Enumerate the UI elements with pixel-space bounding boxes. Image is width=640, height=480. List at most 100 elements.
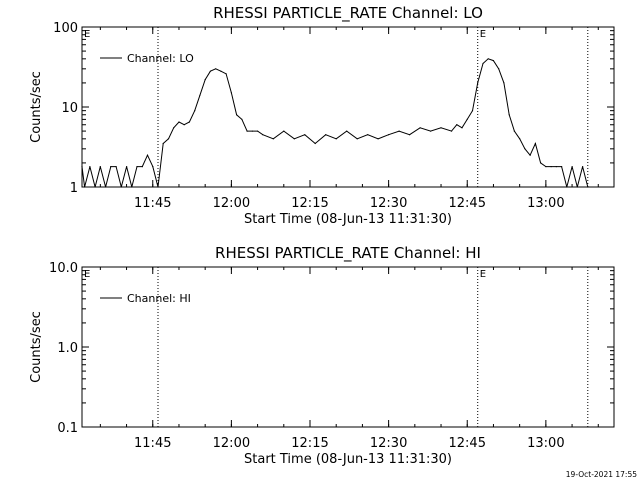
data-point	[477, 82, 479, 84]
data-point	[120, 186, 122, 188]
data-point	[545, 166, 547, 168]
data-point	[314, 142, 316, 145]
data-point	[236, 114, 238, 116]
data-point	[471, 110, 474, 112]
data-point	[241, 118, 243, 120]
data-point	[199, 94, 201, 96]
x-tick-label: 11:45	[134, 436, 171, 451]
data-point	[157, 186, 159, 188]
event-marker-label: E	[84, 29, 90, 40]
x-tick-label: 11:45	[134, 196, 171, 211]
y-tick-label: 100	[53, 21, 78, 36]
plot-frame	[81, 26, 615, 188]
data-point	[167, 138, 170, 140]
data-point	[561, 166, 563, 168]
data-point	[89, 166, 91, 168]
data-point	[576, 186, 578, 188]
legend-entry: Channel: HI	[127, 292, 191, 305]
data-point	[141, 166, 143, 168]
data-point	[183, 124, 185, 126]
data-point	[204, 79, 206, 81]
data-point	[346, 130, 348, 132]
data-point	[550, 166, 552, 168]
data-point	[262, 134, 264, 136]
data-point	[456, 124, 458, 126]
data-point	[430, 130, 432, 132]
x-tick-label: 12:30	[370, 196, 407, 211]
data-point	[246, 130, 248, 132]
data-point	[220, 70, 222, 72]
x-axis-label: Start Time (08-Jun-13 11:31:30)	[244, 452, 452, 467]
data-point	[283, 130, 285, 132]
y-tick-label: 10.0	[49, 261, 78, 276]
data-point	[257, 130, 259, 132]
series-line-1	[81, 58, 589, 188]
data-point	[566, 186, 568, 188]
data-point	[513, 130, 516, 132]
x-tick-label: 12:45	[449, 196, 486, 211]
data-point	[377, 138, 379, 140]
data-point	[94, 186, 96, 188]
data-point	[466, 118, 468, 120]
data-point	[461, 127, 463, 129]
data-point	[99, 166, 101, 168]
y-tick-label: 10	[61, 101, 78, 116]
data-point	[540, 162, 542, 164]
data-point	[419, 127, 421, 129]
data-point	[178, 121, 180, 123]
data-point	[136, 166, 138, 168]
data-point	[519, 138, 521, 140]
chart-title: RHESSI PARTICLE_RATE Channel: HI	[215, 244, 481, 263]
data-point	[230, 92, 232, 94]
data-point	[272, 138, 274, 140]
data-point	[110, 166, 112, 168]
data-point	[587, 186, 589, 188]
x-tick-label: 12:00	[213, 436, 250, 451]
event-marker-label: E	[84, 269, 90, 280]
data-point	[529, 154, 531, 156]
data-point	[335, 138, 337, 140]
chart-title: RHESSI PARTICLE_RATE Channel: LO	[213, 4, 483, 23]
x-tick-label: 12:00	[213, 196, 250, 211]
data-point	[508, 114, 510, 116]
data-point	[188, 121, 190, 123]
x-tick-label: 13:00	[527, 436, 564, 451]
data-point	[146, 154, 149, 156]
data-point	[450, 130, 453, 132]
data-point	[162, 142, 164, 145]
data-point	[152, 166, 154, 168]
data-point	[409, 134, 411, 136]
data-point	[131, 186, 133, 188]
chart-panel-lo: RHESSI PARTICLE_RATE Channel: LO 11:45 12:…	[29, 4, 615, 227]
data-point	[367, 134, 369, 136]
data-point	[325, 134, 327, 136]
x-tick-label: 12:30	[370, 436, 407, 451]
y-axis-label: Counts/sec	[29, 71, 44, 143]
data-point	[534, 142, 537, 145]
x-tick-label: 13:00	[527, 196, 564, 211]
event-marker-label: E	[480, 269, 486, 280]
data-point	[194, 110, 196, 112]
data-point	[487, 58, 489, 60]
data-point	[209, 70, 211, 72]
y-axis-label: Counts/sec	[29, 311, 44, 383]
legend-entry: Channel: LO	[127, 52, 194, 65]
data-point	[304, 134, 306, 136]
x-tick-label: 12:45	[449, 436, 486, 451]
data-point	[81, 166, 83, 168]
data-point	[84, 186, 86, 188]
data-point	[571, 166, 573, 168]
event-marker-label: E	[480, 29, 486, 40]
data-point	[388, 134, 390, 136]
data-point	[498, 68, 500, 70]
data-point	[582, 166, 584, 168]
data-point	[398, 130, 400, 132]
data-point	[524, 148, 526, 150]
chart-panel-hi: RHESSI PARTICLE_RATE Channel: HI 11:45 12:…	[29, 244, 615, 467]
data-point	[225, 73, 227, 75]
y-tick-label: 1.0	[57, 341, 78, 356]
data-point	[126, 166, 128, 168]
data-point	[356, 138, 358, 140]
data-point	[115, 166, 117, 168]
